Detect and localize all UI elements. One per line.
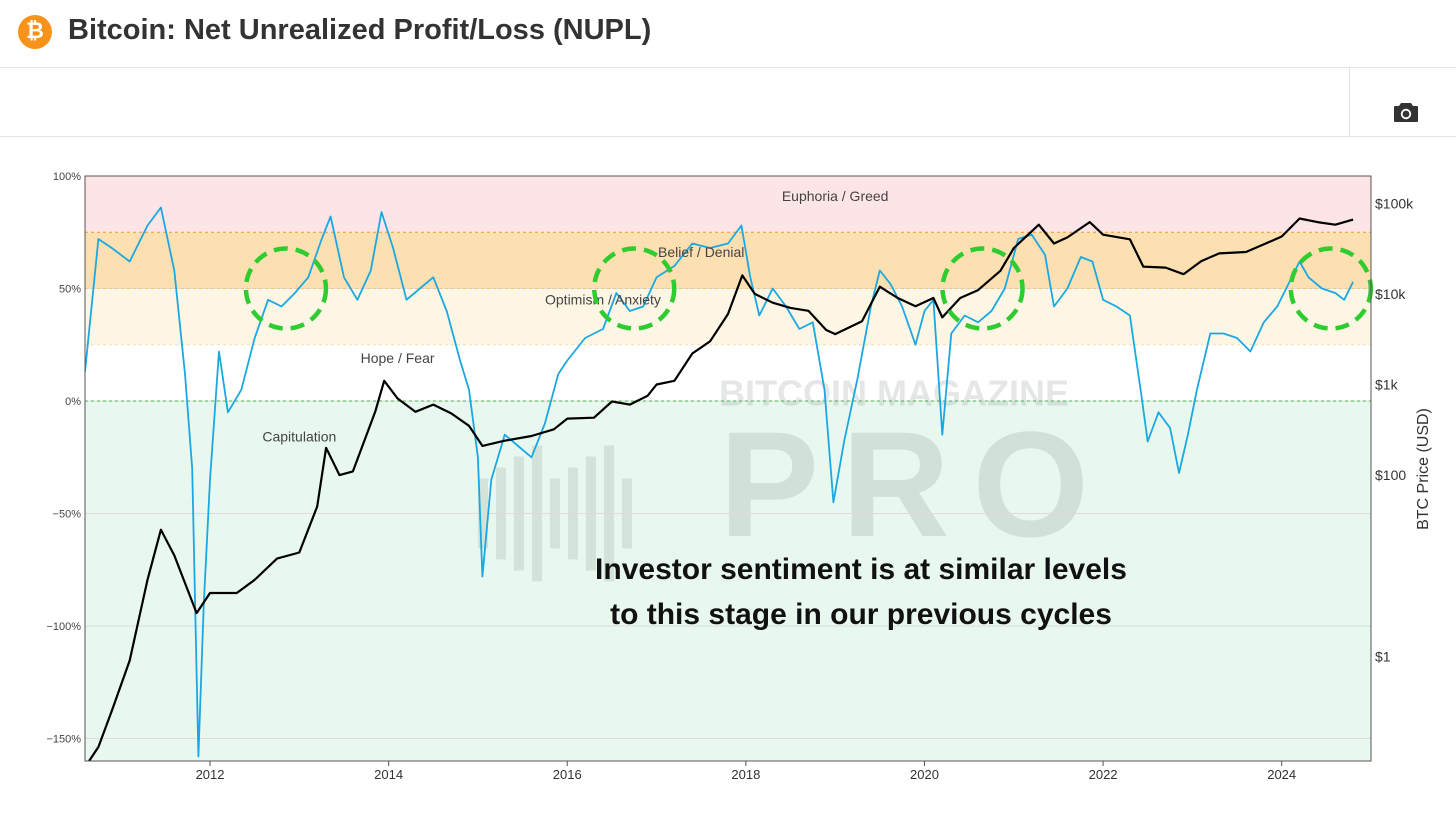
y-left-tick-label: −150% <box>46 734 81 746</box>
y-right-tick-label: $10k <box>1375 286 1406 302</box>
plot-frame <box>84 175 1372 762</box>
series-group <box>85 206 1354 761</box>
y-left-tick-label: 0% <box>65 396 81 408</box>
x-tick-label: 2014 <box>374 767 403 782</box>
x-tick-label: 2024 <box>1267 767 1296 782</box>
zone-label: Hope / Fear <box>361 350 435 366</box>
y-right-tick-label: $1k <box>1375 377 1399 393</box>
y-right-tick-label: $1 <box>1375 648 1391 664</box>
zone-band <box>85 344 1371 401</box>
nupl-line <box>85 206 1354 758</box>
highlight-circle <box>243 246 329 331</box>
x-tick-label: 2012 <box>196 767 225 782</box>
zone-label: Optimism / Anxiety <box>545 291 661 307</box>
y-left-tick-label: 50% <box>59 284 81 296</box>
zone-label: Capitulation <box>262 429 336 445</box>
zone-label: Belief / Denial <box>658 244 744 260</box>
y-right-tick-label: $100 <box>1375 467 1406 483</box>
zone-band <box>85 232 1371 289</box>
page-title: Bitcoin: Net Unrealized Profit/Loss (NUP… <box>68 14 652 46</box>
x-tick-label: 2016 <box>553 767 582 782</box>
bitcoin-icon: ₿ <box>18 15 52 49</box>
camera-icon[interactable] <box>1393 101 1419 123</box>
zone-label: Euphoria / Greed <box>782 188 889 204</box>
zone-band <box>85 288 1371 345</box>
page-header: ₿ Bitcoin: Net Unrealized Profit/Loss (N… <box>0 0 1456 68</box>
y-right-axis-title: BTC Price (USD) <box>1415 408 1432 530</box>
x-tick-label: 2020 <box>910 767 939 782</box>
btc-price-line <box>87 217 1354 761</box>
highlight-circle <box>591 246 677 331</box>
watermark-text-top: BITCOIN MAGAZINE <box>719 373 1069 414</box>
y-left-tick-label: 100% <box>53 171 81 183</box>
x-tick-label: 2018 <box>731 767 760 782</box>
toolbar-divider <box>1349 68 1350 136</box>
y-left-tick-label: −100% <box>46 621 81 633</box>
annotation-text: to this stage in our previous cycles <box>610 598 1112 631</box>
watermark-text-pro: PRO <box>719 400 1089 568</box>
highlight-circle <box>940 246 1025 331</box>
annotation-text: Investor sentiment is at similar levels <box>595 553 1127 586</box>
chart-toolbar <box>0 68 1456 137</box>
zone-band <box>85 176 1371 233</box>
y-left-tick-label: −50% <box>53 509 82 521</box>
zone-band <box>85 401 1371 761</box>
y-right-tick-label: $100k <box>1375 195 1414 211</box>
x-tick-label: 2022 <box>1089 767 1118 782</box>
